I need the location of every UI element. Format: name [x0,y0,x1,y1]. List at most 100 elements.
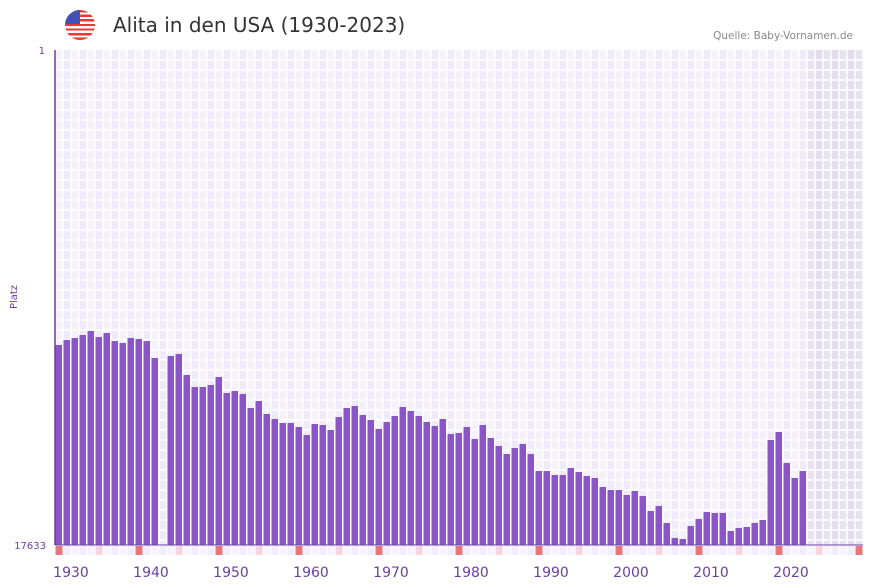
bar-2003[interactable] [639,496,647,545]
bar-2019[interactable] [767,440,775,545]
bar-1969[interactable] [367,419,375,545]
bar-2021[interactable] [783,462,791,545]
bar-1951[interactable] [223,392,231,545]
bar-1945[interactable] [175,353,183,545]
bar-1983[interactable] [479,425,487,545]
bar-1933[interactable] [79,335,87,545]
bar-2022[interactable] [791,477,799,545]
bar-1999[interactable] [607,490,615,545]
bar-1937[interactable] [111,340,119,545]
bar-1962[interactable] [311,424,319,545]
bar-1938[interactable] [119,342,127,545]
bar-1957[interactable] [271,419,279,545]
bar-1989[interactable] [527,453,535,545]
year-marker [207,546,215,555]
bar-1967[interactable] [351,406,359,545]
bar-1953[interactable] [239,393,247,545]
bar-2013[interactable] [719,512,727,545]
bar-1944[interactable] [167,356,175,545]
bar-1950[interactable] [215,377,223,545]
bar-1935[interactable] [95,337,103,545]
bar-1971[interactable] [383,422,391,545]
grid-column [191,50,199,545]
bar-1994[interactable] [567,467,575,545]
bar-2009[interactable] [687,525,695,545]
bar-1949[interactable] [207,385,215,545]
bar-1960[interactable] [295,427,303,545]
bar-1947[interactable] [191,386,199,545]
bar-2010[interactable] [695,518,703,545]
half-decade-marker [255,546,263,555]
bar-1995[interactable] [575,472,583,545]
bar-1964[interactable] [327,430,335,545]
bar-1977[interactable] [431,425,439,545]
bar-1975[interactable] [415,416,423,545]
bar-1990[interactable] [535,470,543,545]
bar-1976[interactable] [423,422,431,545]
bar-1972[interactable] [391,416,399,545]
bar-1993[interactable] [559,475,567,545]
bar-2000[interactable] [615,490,623,545]
bar-1932[interactable] [71,338,79,545]
bar-2008[interactable] [679,538,687,545]
bar-1988[interactable] [519,443,527,545]
bar-1991[interactable] [543,470,551,545]
bar-1978[interactable] [439,419,447,545]
grid-column [807,50,815,545]
bar-2005[interactable] [655,505,663,545]
bar-1979[interactable] [447,433,455,545]
bar-2014[interactable] [727,530,735,545]
bar-2012[interactable] [711,512,719,545]
bar-1939[interactable] [127,338,135,545]
bar-2015[interactable] [735,527,743,545]
bar-1987[interactable] [511,448,519,545]
bar-2018[interactable] [759,519,767,545]
bar-1930[interactable] [55,345,63,545]
bar-1931[interactable] [63,340,71,545]
bar-1952[interactable] [231,390,239,545]
bar-2006[interactable] [663,522,671,545]
bar-2023[interactable] [799,470,807,545]
bar-1984[interactable] [487,437,495,545]
bar-2004[interactable] [647,510,655,545]
bar-1986[interactable] [503,453,511,545]
bar-2016[interactable] [743,526,751,545]
bar-2002[interactable] [631,491,639,545]
bar-1959[interactable] [287,423,295,545]
bar-1934[interactable] [87,330,95,545]
bar-2007[interactable] [671,537,679,545]
bar-1998[interactable] [599,486,607,545]
bar-1948[interactable] [199,386,207,545]
bar-1985[interactable] [495,445,503,545]
bar-1955[interactable] [255,400,263,545]
bar-1973[interactable] [399,406,407,545]
bar-2017[interactable] [751,522,759,545]
bar-1958[interactable] [279,423,287,545]
bar-1997[interactable] [591,477,599,545]
bar-2020[interactable] [775,432,783,545]
bar-1956[interactable] [263,414,271,545]
bar-2001[interactable] [623,495,631,545]
bar-1992[interactable] [551,475,559,545]
bar-1941[interactable] [143,340,151,545]
bar-1980[interactable] [455,432,463,545]
bar-1954[interactable] [247,407,255,545]
bar-1982[interactable] [471,438,479,545]
grid-column [327,50,335,545]
year-marker [263,546,271,555]
bar-1974[interactable] [407,411,415,545]
bar-1970[interactable] [375,428,383,545]
bar-1996[interactable] [583,475,591,545]
bar-1961[interactable] [303,435,311,545]
bar-1965[interactable] [335,417,343,545]
bar-1968[interactable] [359,414,367,545]
bar-1942[interactable] [151,357,159,545]
bar-1940[interactable] [135,338,143,545]
bar-1981[interactable] [463,427,471,545]
grid-column [783,50,791,545]
bar-1963[interactable] [319,425,327,545]
bar-2011[interactable] [703,511,711,545]
bar-1936[interactable] [103,332,111,545]
bar-1966[interactable] [343,407,351,545]
bar-1946[interactable] [183,374,191,545]
